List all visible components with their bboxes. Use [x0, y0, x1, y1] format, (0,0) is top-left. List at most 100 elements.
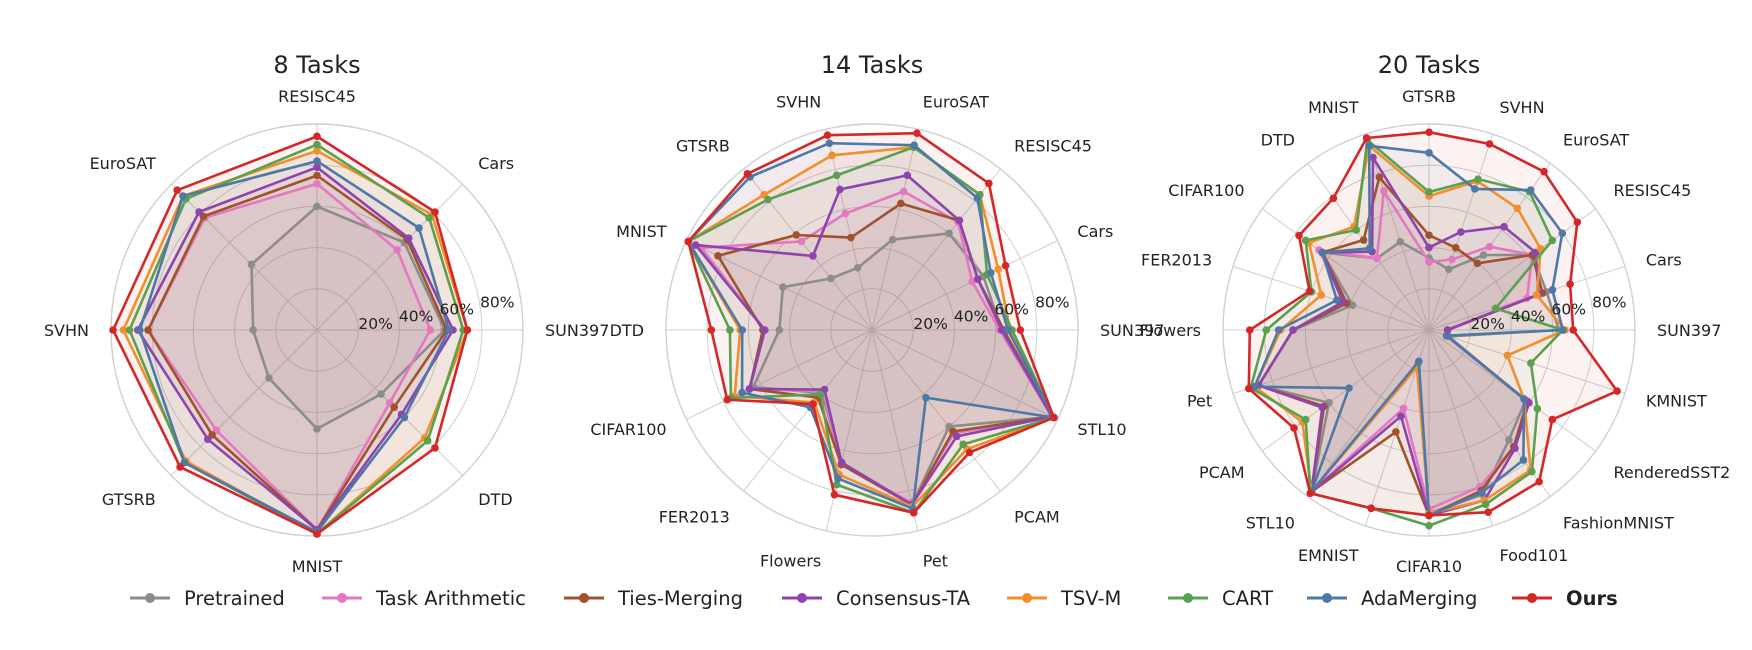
data-point — [775, 326, 784, 334]
grid — [665, 123, 1079, 537]
r-tick-label: 20% — [1470, 315, 1504, 333]
data-point — [265, 374, 273, 382]
chart-title: 20 Tasks — [1378, 51, 1480, 79]
data-point — [723, 395, 732, 404]
data-point — [1365, 244, 1374, 253]
data-point — [834, 474, 842, 483]
data-point — [1444, 265, 1453, 274]
category-label: MNIST — [292, 557, 343, 576]
data-point — [973, 275, 982, 283]
r-tick-label: 80% — [1592, 293, 1626, 311]
category-label: PCAM — [1014, 507, 1060, 526]
grid-spoke — [1307, 329, 1430, 497]
legend-item-ours: Ours — [1510, 578, 1618, 618]
data-point — [1485, 140, 1494, 148]
r-tick-label: 60% — [439, 301, 473, 319]
data-point — [1274, 326, 1283, 334]
radar-chart-20-tasks: 20% 40% 60% 80% SUN397 Cars RESISC45 EuroSAT SVH… — [1140, 51, 1731, 576]
series-fill — [1258, 177, 1543, 516]
data-point — [431, 444, 439, 452]
data-point — [1392, 428, 1400, 436]
data-point — [994, 265, 1003, 274]
data-point — [1245, 326, 1254, 334]
data-point — [913, 129, 921, 137]
category-label: FashionMNIST — [1563, 513, 1674, 532]
legend-item-cart: CART — [1166, 578, 1273, 618]
data-point — [1415, 357, 1423, 366]
legend-label: Ties-Merging — [618, 586, 743, 610]
category-label: KMNIST — [1646, 391, 1707, 410]
series-fill — [1254, 145, 1563, 516]
data-point — [313, 163, 321, 172]
data-point — [1016, 326, 1025, 334]
category-label: DTD — [1261, 131, 1295, 150]
data-point — [1425, 128, 1433, 137]
data-point — [1471, 185, 1479, 193]
data-point — [714, 252, 722, 260]
data-point — [1425, 243, 1433, 252]
r-tick-label: 20% — [358, 315, 392, 333]
r-tick-label: 20% — [913, 315, 947, 333]
data-point — [1566, 280, 1574, 288]
data-point — [1250, 382, 1259, 391]
data-point — [1535, 477, 1543, 486]
data-point — [463, 326, 472, 334]
radar-chart-14-tasks: 20% 40% 60% 80% SUN397 Cars RESISC45 EuroSAT SVH… — [590, 51, 1164, 570]
data-point — [965, 448, 974, 457]
category-label: MNIST — [616, 222, 667, 241]
r-tick-label: 40% — [954, 308, 988, 326]
legend-label: AdaMerging — [1361, 586, 1478, 610]
category-label: SUN397 — [1657, 321, 1721, 340]
data-point — [1527, 359, 1535, 367]
grid-spoke — [871, 329, 919, 531]
data-point — [249, 326, 257, 334]
data-point — [445, 326, 453, 334]
data-point — [400, 413, 409, 422]
grid-spoke — [1428, 329, 1626, 395]
data-point — [1306, 489, 1315, 498]
category-label: Cars — [1077, 222, 1113, 241]
data-point — [404, 234, 413, 243]
data-point — [909, 508, 918, 517]
category-label: PCAM — [1199, 463, 1245, 482]
category-label: DTD — [478, 490, 512, 509]
data-point — [836, 185, 844, 194]
data-point — [1457, 228, 1465, 236]
data-point — [986, 268, 995, 277]
data-point — [1333, 296, 1341, 304]
grid-spoke — [825, 129, 873, 331]
data-point — [1479, 251, 1488, 259]
data-point — [144, 326, 152, 334]
data-point — [955, 216, 964, 225]
data-point — [899, 187, 908, 196]
series-fill — [113, 136, 468, 534]
data-point — [1442, 331, 1451, 340]
grid-spoke — [871, 129, 919, 331]
category-label: SUN397 — [545, 321, 609, 340]
data-point — [792, 231, 801, 239]
legend-swatch — [322, 593, 362, 603]
legend-label: Task Arithmetic — [376, 586, 526, 610]
legend: Pretrained Task Arithmetic Ties-Merging … — [0, 578, 1752, 618]
legend-swatch — [1168, 593, 1208, 603]
data-point — [1290, 424, 1298, 432]
grid-spoke — [1232, 265, 1430, 331]
data-point — [1505, 436, 1513, 444]
data-point — [973, 194, 982, 202]
legend-swatch — [782, 593, 822, 603]
data-point — [1345, 384, 1353, 392]
data-point — [313, 140, 321, 149]
grid-spoke — [743, 329, 873, 492]
data-point — [841, 209, 850, 218]
legend-label: Consensus-TA — [836, 586, 971, 610]
data-point — [415, 224, 423, 232]
data-point — [1318, 248, 1327, 257]
category-label: SVHN — [44, 321, 89, 340]
data-point — [1318, 403, 1327, 412]
data-point — [1500, 222, 1508, 231]
data-point — [1244, 384, 1253, 393]
data-point — [1425, 231, 1433, 240]
data-point — [1425, 258, 1433, 266]
grid-spoke — [871, 329, 1001, 492]
